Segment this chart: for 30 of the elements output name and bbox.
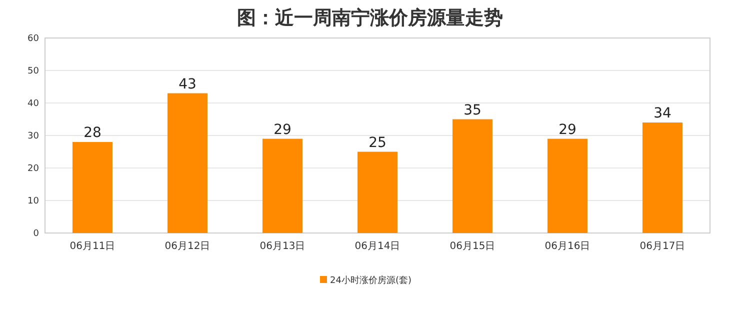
bar — [262, 138, 302, 233]
data-label: 34 — [654, 106, 672, 122]
y-tick-label: 20 — [28, 164, 40, 174]
data-label: 29 — [274, 122, 292, 138]
x-tick-label: 06月12日 — [164, 241, 210, 252]
x-tick-label: 06月11日 — [70, 241, 116, 252]
data-label: 35 — [464, 102, 482, 118]
y-tick-label: 40 — [28, 99, 40, 109]
y-tick-label: 10 — [28, 196, 40, 206]
legend-label: 24小时涨价房源(套) — [330, 275, 412, 286]
y-tick-label: 30 — [28, 132, 40, 142]
data-label: 43 — [178, 76, 196, 92]
bar — [548, 138, 588, 233]
x-tick-label: 06月16日 — [544, 241, 590, 252]
x-tick-label: 06月14日 — [354, 241, 400, 252]
bar — [358, 152, 398, 233]
data-label: 25 — [368, 134, 386, 151]
x-tick-label: 06月17日 — [640, 241, 686, 252]
data-label: 28 — [84, 125, 102, 141]
bar — [168, 93, 208, 233]
x-tick-label: 06月13日 — [260, 241, 306, 252]
chart-title: 图：近一周南宁涨价房源量走势 — [237, 7, 503, 29]
y-tick-label: 60 — [28, 34, 40, 44]
x-tick-label: 06月15日 — [450, 241, 496, 252]
data-label: 29 — [558, 122, 576, 138]
y-tick-label: 0 — [33, 229, 40, 239]
bar — [452, 119, 492, 233]
bar — [642, 122, 682, 233]
y-tick-label: 50 — [28, 66, 40, 76]
bar — [72, 142, 112, 233]
